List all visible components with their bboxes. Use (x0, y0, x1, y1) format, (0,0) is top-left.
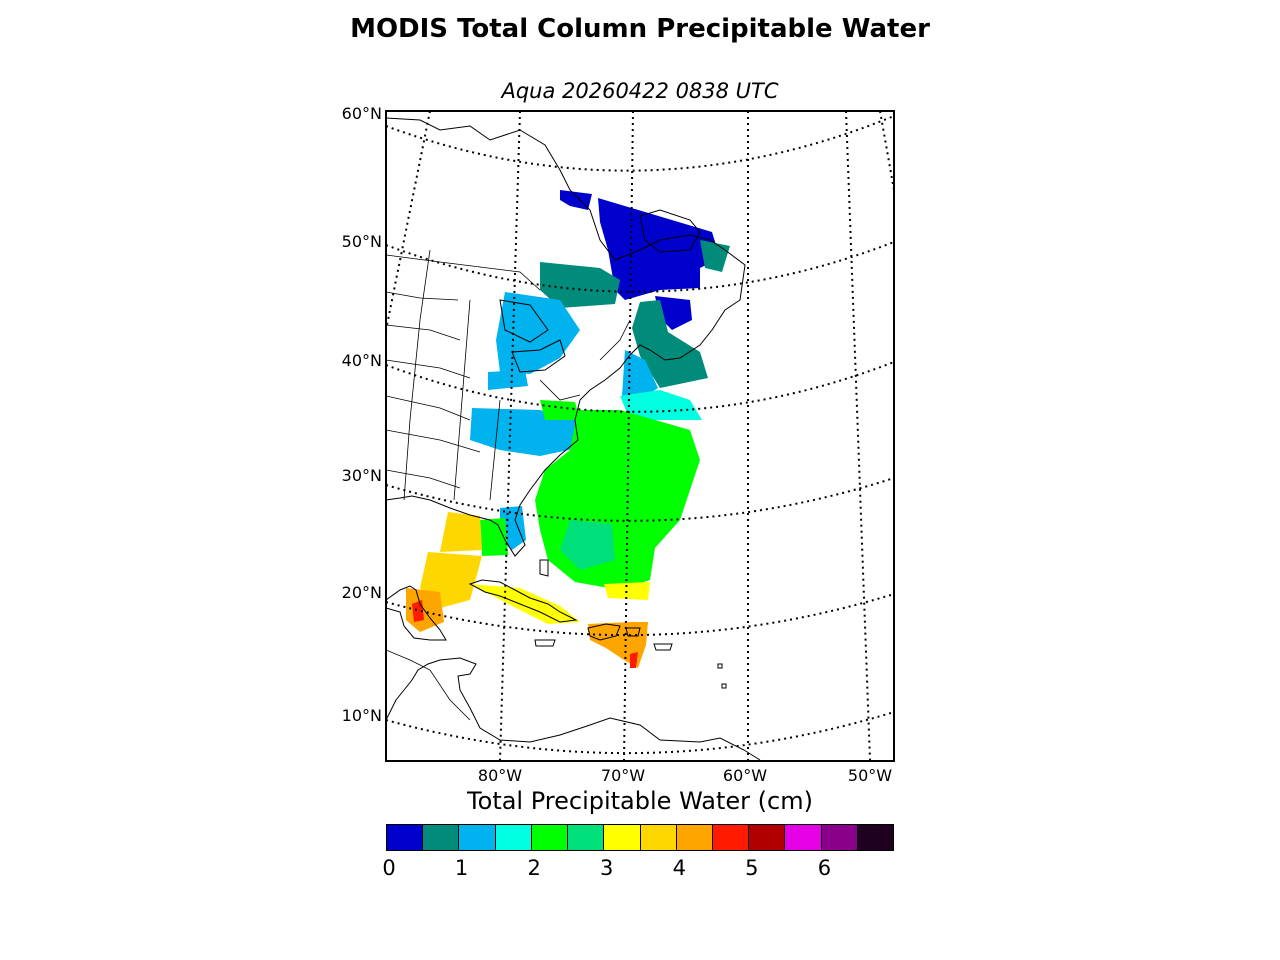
graticule (386, 111, 894, 761)
water-vapor-swath (406, 190, 730, 668)
lon-label-60w: 60°W (722, 766, 768, 785)
lon-label-70w: 70°W (600, 766, 646, 785)
colorbar-cell-10 (749, 825, 786, 850)
colorbar-cell-1 (423, 825, 460, 850)
colorbar-cell-0 (387, 825, 424, 850)
colorbar-cell-8 (676, 825, 713, 850)
colorbar-cell-6 (604, 825, 641, 850)
colorbar-cell-7 (640, 825, 677, 850)
state-borders (386, 249, 631, 721)
lat-label-40: 40°N (341, 351, 382, 370)
colorbar-tick-2: 2 (527, 856, 541, 880)
colorbar-cell-12 (821, 825, 858, 850)
lon-label-80w: 80°W (477, 766, 523, 785)
figure-title: MODIS Total Column Precipitable Water (350, 14, 930, 44)
colorbar (386, 824, 894, 851)
colorbar-tick-6: 6 (817, 856, 832, 880)
colorbar-tick-1: 1 (454, 856, 469, 880)
colorbar-tick-0: 0 (382, 856, 396, 880)
colorbar-cell-11 (785, 825, 822, 850)
colorbar-cell-4 (531, 825, 569, 850)
colorbar-cell-5 (568, 825, 605, 850)
figure-subtitle: Aqua 20260422 0838 UTC (501, 79, 779, 103)
map-frame (385, 110, 895, 762)
colorbar-tick-5: 5 (745, 856, 759, 880)
colorbar-cell-13 (857, 825, 894, 850)
lat-label-20: 20°N (341, 583, 382, 602)
colorbar-cell-9 (712, 825, 750, 850)
colorbar-title: Total Precipitable Water (cm) (467, 787, 813, 815)
colorbar-tick-4: 4 (672, 856, 686, 880)
coastlines (386, 117, 761, 761)
lat-label-30: 30°N (341, 466, 382, 485)
lat-label-60: 60°N (341, 104, 382, 123)
lat-label-50: 50°N (341, 232, 382, 251)
colorbar-cell-3 (495, 825, 532, 850)
colorbar-cell-2 (459, 825, 496, 850)
colorbar-tick-3: 3 (600, 856, 614, 880)
lon-label-50w: 50°W (847, 766, 893, 785)
lat-label-10: 10°N (341, 706, 382, 725)
